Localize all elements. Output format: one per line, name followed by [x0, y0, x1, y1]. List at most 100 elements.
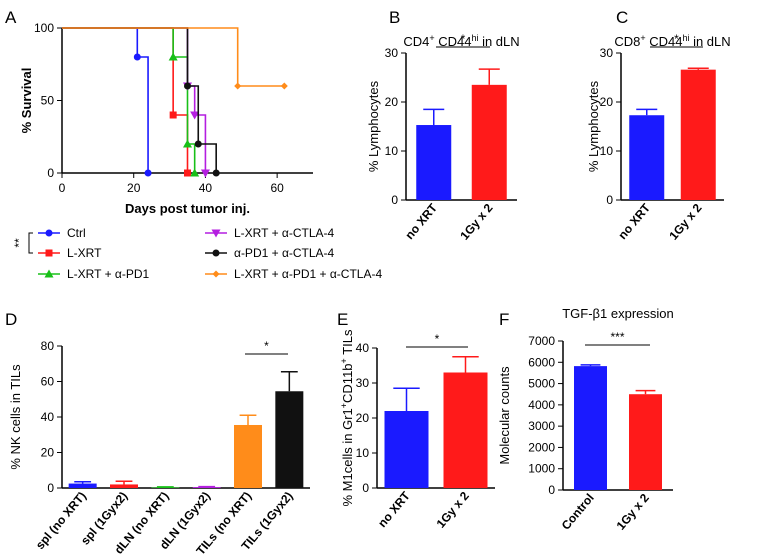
- legend: Ctrl L-XRT L-XRT + α-PD1 L-XRT + α-CTLA-4 α-…: [12, 226, 382, 281]
- y-tick-label: 30: [600, 46, 614, 60]
- legend-marker: [212, 249, 220, 257]
- bar: [234, 424, 262, 488]
- survival-marker: [200, 169, 210, 178]
- significance-marker: *: [461, 32, 466, 46]
- survival-marker: [190, 111, 200, 120]
- survival-line: [62, 27, 149, 173]
- legend-label: Ctrl: [67, 226, 86, 240]
- legend-marker: [212, 270, 220, 278]
- survival-marker: [168, 52, 178, 61]
- survival-series-6: [62, 27, 288, 90]
- y-tick-label: 40: [356, 341, 370, 355]
- survival-series-2: [62, 27, 191, 177]
- legend-label: L-XRT + α-CTLA-4: [234, 226, 335, 240]
- panel-label-e: E: [337, 310, 348, 329]
- y-tick-label: 0: [606, 193, 613, 207]
- bar: [68, 483, 97, 488]
- y-axis-title: Molecular counts: [497, 366, 512, 465]
- y-tick-label: 0: [548, 483, 555, 497]
- y-tick-label: 20: [600, 95, 614, 109]
- bar: [629, 115, 665, 200]
- y-tick-label: 20: [385, 95, 399, 109]
- bar-chart-f: 0 1000 2000 3000 4000 5000 6000 7000 Control 1Gy …: [497, 306, 674, 533]
- survival-line: [62, 27, 196, 173]
- survival-series-1: [62, 27, 152, 177]
- survival-marker: [169, 111, 177, 119]
- legend-marker: [45, 249, 53, 257]
- y-axis-title: % Survival: [19, 68, 34, 134]
- legend-label: L-XRT + α-PD1: [67, 267, 150, 281]
- x-axis-title: Days post tumor inj.: [125, 201, 250, 216]
- survival-line: [62, 27, 285, 87]
- chart-title: TGF-β1 expression: [562, 306, 674, 321]
- bar: [443, 372, 488, 488]
- survival-marker: [183, 139, 192, 148]
- y-tick-label: 2000: [528, 440, 555, 454]
- bar-chart-b: 0 10 20 30 no XRT 1Gy x 2 * % Lymphocytes CD4+ C…: [366, 32, 520, 243]
- survival-marker: [194, 140, 202, 148]
- y-tick-label: 40: [41, 410, 55, 424]
- bar-chart-c: 0 10 20 30 no XRT 1Gy x 2 * % Lymphocytes CD8+ C…: [586, 32, 731, 243]
- survival-line: [62, 27, 189, 173]
- y-axis-title: % NK cells in TILs: [8, 364, 23, 470]
- bar-chart-e: 0 10 20 30 40 no XRT 1Gy x 2 * % M1cells in Gr1+…: [339, 329, 495, 531]
- bar: [416, 125, 452, 200]
- panel-label-d: D: [5, 310, 17, 329]
- x-tick-label: no XRT: [375, 488, 413, 530]
- y-tick-label: 100: [34, 21, 54, 35]
- survival-marker: [190, 168, 200, 177]
- panel-label-b: B: [389, 8, 400, 27]
- panel-label-c: C: [616, 8, 628, 27]
- y-tick-label: 10: [385, 144, 399, 158]
- y-tick-label: 20: [356, 411, 370, 425]
- survival-marker: [234, 82, 242, 90]
- y-tick-label: 10: [356, 446, 370, 460]
- survival-line: [62, 27, 207, 173]
- survival-marker: [184, 169, 191, 177]
- y-tick-label: 3000: [528, 419, 555, 433]
- chart-title: CD4+ CD44hi in dLN: [403, 33, 519, 49]
- bar: [471, 84, 507, 200]
- significance-marker: *: [264, 339, 269, 353]
- significance-marker: *: [435, 332, 440, 346]
- x-tick-label: 1Gy x 2: [614, 491, 652, 533]
- x-tick-label: 20: [127, 181, 141, 195]
- bar: [110, 484, 138, 488]
- x-tick-label: Control: [559, 491, 597, 533]
- legend-bracket: [28, 232, 33, 254]
- survival-chart: 0 50 100 0 20 40 60 Days post tumor inj. % Survi…: [12, 21, 382, 281]
- y-tick-label: 5000: [528, 377, 555, 391]
- y-axis-title: % Lymphocytes: [586, 80, 601, 172]
- panel-label-f: F: [499, 310, 509, 329]
- survival-marker: [144, 169, 152, 177]
- x-tick-label: 0: [59, 181, 66, 195]
- y-tick-label: 30: [356, 376, 370, 390]
- y-tick-label: 7000: [528, 334, 555, 348]
- significance-marker: ***: [610, 330, 624, 344]
- y-tick-label: 10: [600, 144, 614, 158]
- bar: [384, 411, 429, 488]
- legend-label: L-XRT: [67, 246, 102, 260]
- survival-marker: [212, 169, 220, 177]
- legend-marker: [44, 269, 54, 278]
- y-tick-label: 1000: [528, 462, 555, 476]
- bar: [680, 69, 716, 200]
- x-tick-label: no XRT: [402, 200, 440, 242]
- y-tick-label: 6000: [528, 355, 555, 369]
- survival-marker: [184, 82, 191, 90]
- bar: [192, 487, 221, 488]
- y-tick-label: 0: [391, 193, 398, 207]
- y-tick-label: 20: [41, 446, 55, 460]
- x-tick-label: 1Gy x 2: [666, 201, 704, 243]
- survival-marker: [280, 82, 288, 90]
- legend-marker: [45, 229, 53, 237]
- x-tick-label: spl (no XRT): [33, 489, 89, 552]
- survival-series-5: [62, 27, 220, 177]
- y-tick-label: 4000: [528, 398, 555, 412]
- significance-marker: *: [674, 32, 679, 46]
- y-tick-label: 60: [41, 375, 55, 389]
- legend-marker: [211, 229, 221, 238]
- bar: [275, 391, 304, 488]
- survival-marker: [133, 53, 141, 61]
